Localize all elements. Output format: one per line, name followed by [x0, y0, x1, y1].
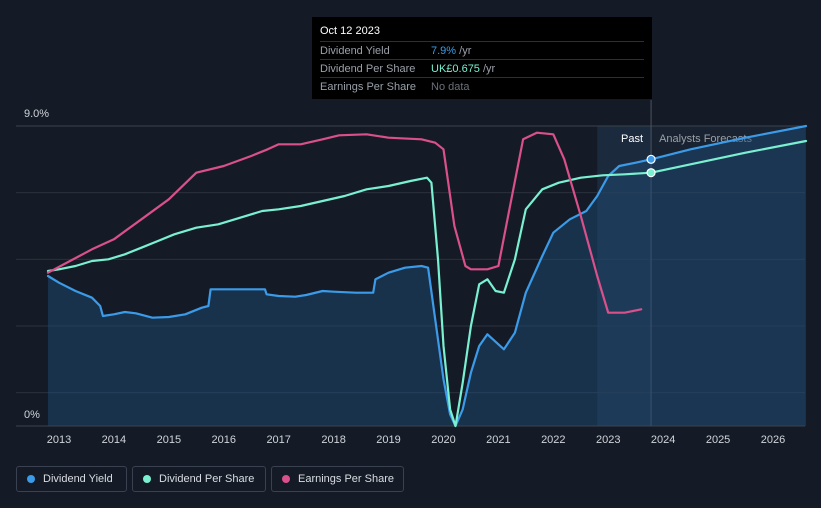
legend-label: Earnings Per Share [298, 473, 394, 485]
dividend-yield-marker [646, 154, 656, 164]
legend-dividend-per-share[interactable]: Dividend Per Share [132, 466, 266, 492]
tooltip-date: Oct 12 2023 [320, 25, 380, 37]
legend-dividend-yield[interactable]: Dividend Yield [16, 466, 127, 492]
x-tick-label: 2014 [102, 434, 126, 446]
dividend-per-share-line [46, 139, 808, 428]
x-tick-label: 2021 [486, 434, 510, 446]
tooltip-row-dividend-per-share: Dividend Per Share UK£0.675 /yr [320, 59, 644, 78]
tooltip-value: No data [431, 81, 470, 93]
tooltip-unit: /yr [459, 45, 472, 57]
x-tick-label: 2023 [596, 434, 620, 446]
x-tick-label: 2017 [266, 434, 290, 446]
x-tick-label: 2022 [541, 434, 565, 446]
x-tick-label: 2024 [651, 434, 675, 446]
forecast-band [651, 126, 805, 426]
tooltip-label: Dividend Per Share [320, 63, 416, 75]
tooltip-value: 7.9% [431, 45, 457, 57]
x-tick-label: 2013 [47, 434, 71, 446]
tooltip-label: Dividend Yield [320, 45, 390, 57]
x-tick-label: 2015 [157, 434, 181, 446]
legend-earnings-per-share[interactable]: Earnings Per Share [271, 466, 404, 492]
hover-tooltip: Oct 12 2023 Dividend Yield 7.9% /yr Divi… [312, 17, 652, 99]
x-tick-label: 2016 [212, 434, 236, 446]
dividend-per-share-marker [646, 168, 656, 178]
x-tick-label: 2026 [761, 434, 785, 446]
legend-dot-icon [143, 475, 151, 483]
tooltip-row-dividend-yield: Dividend Yield 7.9% /yr [320, 41, 644, 60]
x-tick-label: 2019 [376, 434, 400, 446]
legend-dot-icon [282, 475, 290, 483]
tooltip-unit: /yr [483, 63, 496, 75]
dividend-yield-line [46, 124, 808, 428]
x-tick-label: 2018 [321, 434, 345, 446]
tooltip-label: Earnings Per Share [320, 81, 416, 93]
y-axis-top-label: 9.0% [24, 108, 49, 120]
legend-label: Dividend Yield [43, 473, 113, 485]
x-tick-label: 2020 [431, 434, 455, 446]
past-label: Past [621, 133, 643, 145]
legend-dot-icon [27, 475, 35, 483]
legend-label: Dividend Per Share [159, 473, 255, 485]
dividend-yield-area [48, 126, 806, 426]
earnings-per-share-line [46, 131, 643, 314]
tooltip-row-earnings-per-share: Earnings Per Share No data [320, 77, 644, 96]
x-tick-label: 2025 [706, 434, 730, 446]
y-axis-bottom-label: 0% [24, 409, 40, 421]
tooltip-value: UK£0.675 [431, 63, 480, 75]
